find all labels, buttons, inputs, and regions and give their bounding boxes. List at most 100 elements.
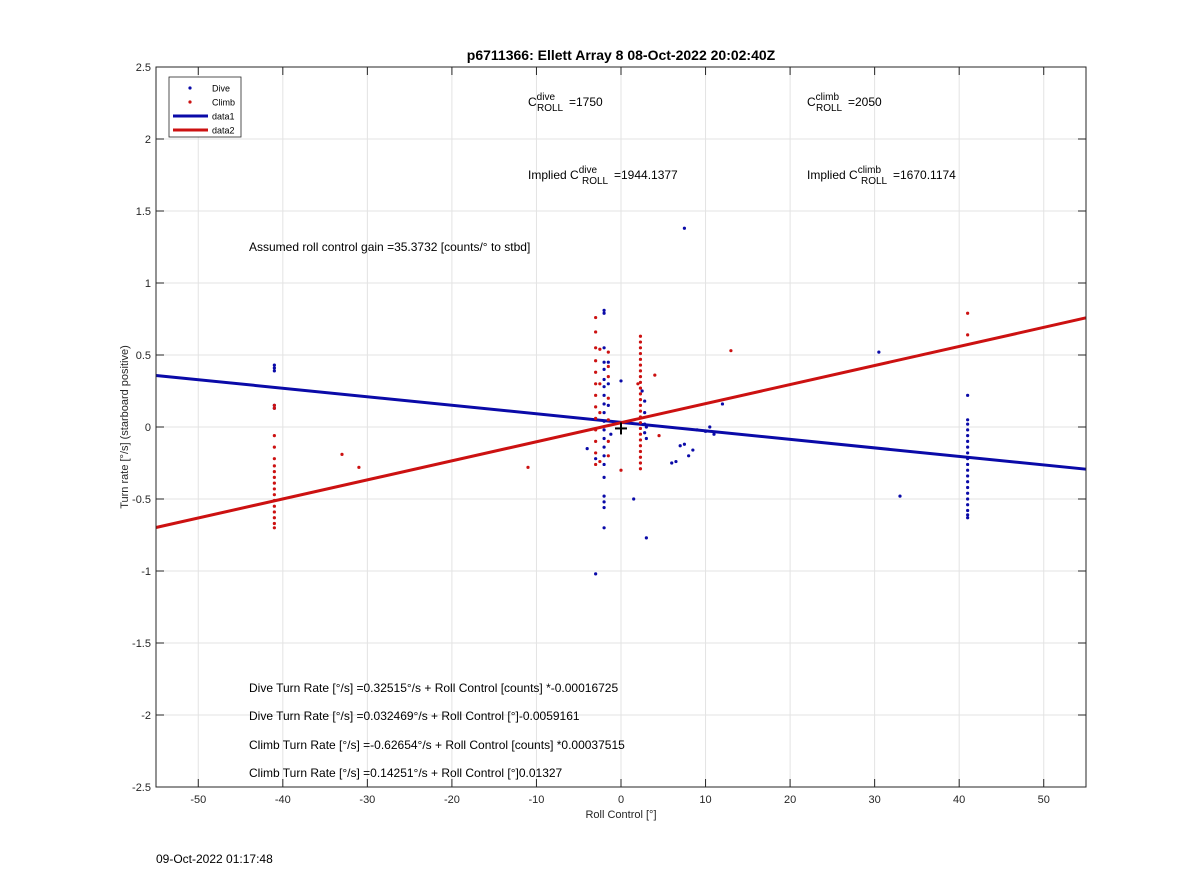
point-dive [602, 462, 606, 467]
point-dive [602, 445, 606, 449]
point-dive [602, 526, 606, 530]
point-climb [638, 432, 643, 436]
point-dive [602, 346, 606, 350]
annotation-gain: Assumed roll control gain =35.3732 [coun… [249, 240, 530, 254]
origin-marker [615, 422, 627, 435]
point-climb [594, 346, 598, 350]
point-dive [703, 429, 708, 433]
point-dive [966, 513, 970, 517]
point-dive [602, 506, 606, 510]
annotation-c-dive: Cdive ROLL =1750 [528, 92, 603, 114]
point-climb [272, 516, 276, 520]
point-dive [966, 428, 970, 432]
point-dive [602, 367, 606, 371]
point-climb [638, 438, 643, 442]
point-climb [638, 334, 643, 338]
point-climb [272, 470, 276, 474]
annotation-eq-climb-counts: Climb Turn Rate [°/s] =-0.62654°/s + Rol… [249, 738, 625, 752]
point-dive [643, 431, 647, 435]
point-climb [638, 351, 643, 356]
point-dive [898, 494, 902, 498]
y-axis-label: Turn rate [°/s] (starboard positive) [119, 345, 131, 509]
point-dive [272, 369, 276, 373]
annotation-implied-climb: Implied Cclimb ROLL =1670.1174 [807, 165, 956, 187]
x-tick-label: 40 [953, 794, 965, 806]
x-tick-label: 0 [618, 794, 624, 806]
point-dive [643, 411, 647, 415]
point-dive [602, 385, 606, 389]
point-dive [594, 457, 598, 461]
x-tick-label: -50 [190, 794, 206, 806]
point-dive [966, 516, 970, 520]
point-dive [602, 393, 606, 397]
point-climb [966, 311, 970, 315]
point-climb [357, 465, 361, 469]
point-climb [594, 315, 598, 320]
y-tick-label: 1.5 [136, 206, 151, 218]
annotations: Cdive ROLL =1750 Cclimb ROLL =2050 Implied C… [249, 92, 956, 780]
point-dive [609, 432, 613, 436]
point-dive [682, 226, 687, 230]
point-climb [594, 451, 598, 455]
x-tick-label: -40 [275, 794, 291, 806]
point-dive [272, 366, 276, 370]
point-dive [602, 454, 606, 458]
point-dive [966, 491, 970, 495]
point-climb [272, 445, 276, 449]
point-dive [966, 422, 970, 426]
point-dive [966, 474, 970, 478]
point-dive [602, 500, 606, 504]
y-tick-label: 2 [145, 134, 151, 146]
point-climb [638, 426, 643, 431]
point-dive [640, 389, 644, 393]
point-climb [272, 475, 276, 479]
point-climb [619, 468, 623, 472]
point-climb [594, 439, 598, 443]
x-axis-label: Roll Control [°] [585, 809, 656, 821]
point-dive [877, 350, 881, 354]
x-tick-label: -30 [359, 794, 375, 806]
point-dive [678, 444, 682, 448]
point-dive [602, 308, 606, 312]
point-climb [653, 373, 657, 377]
point-dive [720, 402, 725, 406]
point-climb [657, 434, 661, 438]
point-climb [594, 405, 598, 409]
point-climb [638, 403, 643, 407]
point-dive [602, 411, 606, 415]
point-climb [272, 406, 276, 410]
point-climb [598, 459, 602, 464]
point-climb [606, 454, 610, 458]
point-dive [602, 436, 606, 441]
point-climb [272, 493, 276, 497]
point-dive [670, 461, 674, 465]
point-climb [606, 418, 610, 422]
point-dive [632, 497, 636, 501]
point-dive [606, 382, 610, 386]
point-climb [638, 363, 643, 367]
point-dive [687, 454, 691, 458]
point-climb [638, 346, 643, 350]
y-tick-label: -2 [141, 710, 151, 722]
point-climb [606, 396, 610, 400]
point-climb [638, 392, 643, 396]
point-climb [606, 350, 610, 354]
legend-label: data2 [212, 126, 235, 136]
point-dive [594, 572, 598, 576]
point-dive [682, 442, 687, 446]
point-climb [594, 382, 598, 386]
point-climb [638, 467, 643, 471]
point-climb [638, 369, 643, 373]
point-climb [272, 487, 276, 491]
point-dive [966, 439, 970, 443]
point-climb [272, 504, 276, 508]
print-timestamp: 09-Oct-2022 01:17:48 [156, 852, 273, 866]
y-tick-label: 0 [145, 422, 151, 434]
annotation-implied-dive: Implied Cdive ROLL =1944.1377 [528, 165, 678, 187]
point-climb [638, 421, 643, 425]
point-dive [602, 377, 606, 382]
annotation-eq-climb-deg: Climb Turn Rate [°/s] =0.14251°/s + Roll… [249, 766, 563, 780]
point-dive [602, 428, 606, 432]
point-dive [966, 503, 970, 507]
